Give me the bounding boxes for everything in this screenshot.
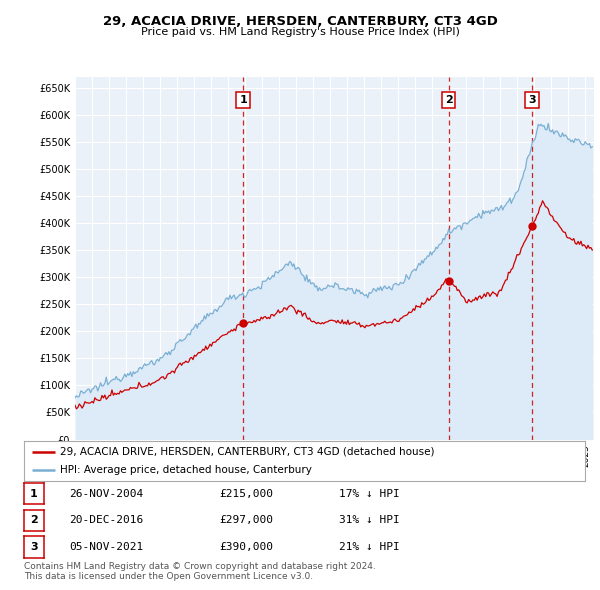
Text: 26-NOV-2004: 26-NOV-2004: [69, 489, 143, 499]
Text: 3: 3: [30, 542, 38, 552]
Text: 3: 3: [528, 96, 536, 105]
Text: £390,000: £390,000: [219, 542, 273, 552]
Text: 29, ACACIA DRIVE, HERSDEN, CANTERBURY, CT3 4GD (detached house): 29, ACACIA DRIVE, HERSDEN, CANTERBURY, C…: [61, 447, 435, 457]
Text: HPI: Average price, detached house, Canterbury: HPI: Average price, detached house, Cant…: [61, 465, 313, 475]
Text: 29, ACACIA DRIVE, HERSDEN, CANTERBURY, CT3 4GD: 29, ACACIA DRIVE, HERSDEN, CANTERBURY, C…: [103, 15, 497, 28]
Text: £297,000: £297,000: [219, 516, 273, 525]
Text: 05-NOV-2021: 05-NOV-2021: [69, 542, 143, 552]
Text: 17% ↓ HPI: 17% ↓ HPI: [339, 489, 400, 499]
Text: 1: 1: [239, 96, 247, 105]
Text: 1: 1: [30, 489, 38, 499]
Text: Price paid vs. HM Land Registry's House Price Index (HPI): Price paid vs. HM Land Registry's House …: [140, 27, 460, 37]
Text: 20-DEC-2016: 20-DEC-2016: [69, 516, 143, 525]
Text: This data is licensed under the Open Government Licence v3.0.: This data is licensed under the Open Gov…: [24, 572, 313, 581]
Text: 21% ↓ HPI: 21% ↓ HPI: [339, 542, 400, 552]
Text: Contains HM Land Registry data © Crown copyright and database right 2024.: Contains HM Land Registry data © Crown c…: [24, 562, 376, 571]
Text: £215,000: £215,000: [219, 489, 273, 499]
Text: 2: 2: [445, 96, 452, 105]
Text: 31% ↓ HPI: 31% ↓ HPI: [339, 516, 400, 525]
Text: 2: 2: [30, 516, 38, 525]
